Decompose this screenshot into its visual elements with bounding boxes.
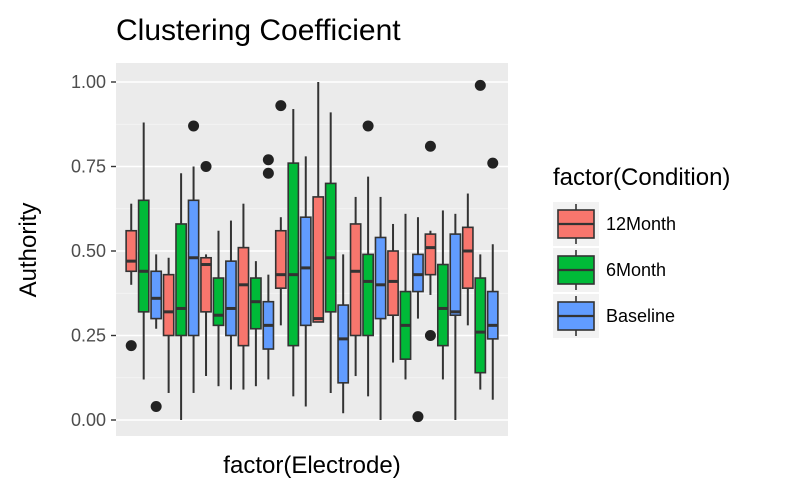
- box-12Month: [387, 223, 399, 363]
- outlier-point: [362, 120, 374, 132]
- y-tick-label: 1.00: [71, 72, 106, 92]
- box-12Month: [461, 193, 474, 326]
- box-12Month: [424, 140, 437, 341]
- box-body: [436, 263, 449, 347]
- box-body: [461, 226, 474, 289]
- box-body: [125, 229, 138, 273]
- box-Baseline: [337, 254, 350, 414]
- box-6Month: [212, 230, 225, 387]
- box-body: [374, 236, 387, 320]
- plot-panel: [116, 63, 508, 436]
- box-Baseline: [374, 196, 387, 420]
- box-series: [125, 79, 499, 423]
- box-body: [449, 233, 462, 317]
- box-body: [337, 304, 350, 384]
- box-body: [137, 199, 150, 313]
- x-axis-title: factor(Electrode): [223, 452, 400, 479]
- box-6Month: [249, 261, 262, 387]
- outlier-point: [262, 167, 274, 179]
- outlier-point: [150, 400, 162, 412]
- outlier-point: [200, 161, 212, 172]
- legend-title: factor(Condition): [553, 164, 730, 191]
- box-6Month: [175, 173, 188, 420]
- box-Baseline: [486, 157, 499, 400]
- box-Baseline: [225, 220, 237, 390]
- box-Baseline: [299, 156, 312, 407]
- box-body: [274, 229, 287, 289]
- outlier-point: [188, 120, 200, 132]
- y-tick-label: 0.50: [71, 241, 106, 261]
- box-body: [187, 199, 200, 337]
- box-12Month: [125, 203, 138, 352]
- box-body: [175, 223, 188, 337]
- box-12Month: [237, 203, 250, 390]
- outlier-point: [275, 100, 287, 112]
- box-6Month: [474, 79, 487, 390]
- box-12Month: [349, 196, 362, 377]
- box-12Month: [274, 100, 287, 326]
- box-body: [412, 253, 424, 293]
- box-Baseline: [150, 254, 163, 412]
- box-body: [424, 233, 437, 276]
- legend-label: 6Month: [606, 260, 666, 280]
- box-body: [362, 253, 375, 337]
- box-body: [150, 270, 163, 320]
- outlier-point: [487, 157, 499, 169]
- chart-title: Clustering Coefficient: [116, 14, 401, 47]
- box-6Month: [287, 109, 300, 397]
- outlier-point: [474, 79, 486, 91]
- box-body: [486, 290, 499, 340]
- box-body: [287, 162, 300, 347]
- box-body: [474, 277, 487, 374]
- box-6Month: [362, 120, 375, 397]
- outlier-point: [424, 140, 436, 152]
- box-body: [312, 196, 325, 323]
- box-6Month: [137, 122, 150, 380]
- box-6Month: [399, 213, 412, 380]
- y-tick-label: 0.00: [71, 410, 106, 430]
- box-body: [212, 277, 225, 327]
- box-Baseline: [449, 213, 462, 420]
- box-Baseline: [187, 120, 200, 393]
- y-tick-label: 0.75: [71, 157, 106, 177]
- box-body: [225, 260, 237, 337]
- box-body: [162, 273, 175, 337]
- box-body: [200, 256, 212, 313]
- box-body: [324, 182, 337, 313]
- y-tick-label: 0.25: [71, 326, 106, 346]
- outlier-point: [412, 411, 424, 423]
- y-axis-title: Authority: [15, 203, 42, 298]
- outlier-point: [262, 154, 274, 166]
- legend-label: Baseline: [606, 306, 675, 326]
- y-axis: 0.00 0.25 0.50 0.75 1.00: [71, 72, 116, 430]
- legend: factor(Condition) 12Month 6Month Baseline: [553, 164, 730, 338]
- outlier-point: [424, 330, 436, 341]
- legend-label: 12Month: [606, 214, 676, 234]
- box-body: [387, 250, 399, 317]
- box-6Month: [436, 210, 449, 380]
- box-Baseline: [262, 154, 275, 380]
- box-body: [349, 223, 362, 337]
- outlier-point: [125, 340, 137, 352]
- box-12Month: [200, 161, 212, 377]
- box-12Month: [162, 257, 175, 393]
- box-6Month: [324, 112, 337, 393]
- box-Baseline: [412, 217, 424, 423]
- box-body: [249, 277, 262, 330]
- box-12Month: [312, 82, 325, 323]
- box-body: [237, 246, 250, 347]
- box-body: [299, 216, 312, 327]
